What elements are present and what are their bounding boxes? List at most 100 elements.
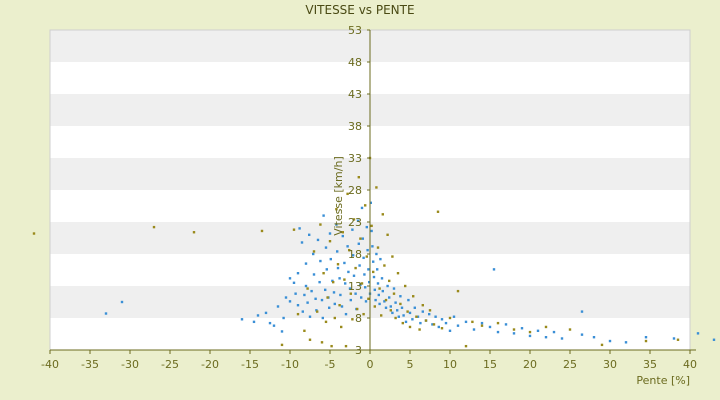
data-point xyxy=(252,320,256,324)
data-point xyxy=(292,228,296,231)
data-point xyxy=(192,231,196,234)
data-point xyxy=(316,310,319,313)
x-tick-label: -25 xyxy=(161,358,179,371)
data-point xyxy=(560,337,564,340)
data-point xyxy=(324,246,328,249)
data-point xyxy=(360,282,364,285)
data-point xyxy=(408,325,412,329)
data-point xyxy=(472,328,476,331)
data-point xyxy=(368,280,371,284)
data-point xyxy=(344,282,347,285)
data-point xyxy=(580,333,584,336)
x-tick-label: -20 xyxy=(201,358,219,371)
data-point xyxy=(380,314,383,317)
data-point xyxy=(284,296,288,299)
data-point xyxy=(512,332,516,335)
data-point xyxy=(375,186,378,189)
data-point xyxy=(332,280,335,284)
data-point xyxy=(364,204,367,207)
data-point xyxy=(496,321,500,325)
y-tick-label: 33 xyxy=(348,152,362,165)
data-point xyxy=(328,232,332,235)
data-point xyxy=(375,252,378,256)
data-point xyxy=(600,343,604,347)
data-point xyxy=(416,315,420,318)
data-point xyxy=(352,254,355,257)
data-point xyxy=(372,275,376,279)
data-point xyxy=(365,255,368,258)
data-point xyxy=(356,307,359,311)
data-point xyxy=(268,321,272,325)
data-point xyxy=(411,318,414,321)
data-point xyxy=(356,219,360,222)
data-point xyxy=(418,328,421,331)
x-tick-label: 15 xyxy=(483,358,497,371)
data-point xyxy=(381,289,384,293)
data-point xyxy=(528,330,532,334)
data-point xyxy=(306,287,309,290)
data-point xyxy=(333,316,336,320)
data-point xyxy=(488,325,492,329)
data-point xyxy=(272,324,276,327)
data-point xyxy=(391,311,394,315)
data-point xyxy=(394,316,397,320)
data-point xyxy=(304,262,308,265)
data-point xyxy=(377,293,380,297)
data-point xyxy=(378,287,381,290)
data-point xyxy=(480,321,484,325)
x-tick-label: 20 xyxy=(523,358,537,371)
data-point xyxy=(471,320,474,324)
data-point xyxy=(412,295,415,298)
data-point xyxy=(288,300,292,303)
data-point xyxy=(308,315,312,318)
data-point xyxy=(341,234,344,238)
data-point xyxy=(296,312,300,316)
data-point xyxy=(391,255,394,258)
y-tick-label: 18 xyxy=(348,248,362,261)
data-point xyxy=(351,318,354,321)
data-point xyxy=(431,323,434,326)
data-point xyxy=(367,297,370,300)
data-point xyxy=(392,287,396,290)
data-point xyxy=(312,273,316,276)
data-point xyxy=(592,336,596,339)
data-point xyxy=(383,300,386,303)
data-point xyxy=(456,289,460,293)
data-point xyxy=(452,315,456,318)
data-point xyxy=(370,229,373,233)
data-point xyxy=(407,298,410,302)
series-a-points xyxy=(104,201,716,344)
data-point xyxy=(346,245,349,248)
data-point xyxy=(544,336,548,339)
y-tick-label: 13 xyxy=(348,280,362,293)
data-point xyxy=(280,330,284,333)
data-point xyxy=(401,321,404,325)
axes xyxy=(49,29,696,354)
data-point xyxy=(432,323,436,326)
data-point xyxy=(347,270,350,274)
data-point xyxy=(312,250,316,253)
x-tick-label: 10 xyxy=(443,358,457,371)
data-point xyxy=(380,277,384,280)
data-point xyxy=(536,329,540,332)
y-tick-label: 28 xyxy=(348,184,362,197)
data-point xyxy=(394,301,397,304)
data-point xyxy=(361,237,364,240)
data-point xyxy=(456,324,460,327)
data-point xyxy=(444,321,448,325)
data-point xyxy=(352,274,356,277)
data-point xyxy=(389,309,392,312)
data-point xyxy=(504,323,508,326)
data-point xyxy=(552,330,556,334)
data-point xyxy=(359,283,362,286)
data-point xyxy=(480,324,484,327)
x-tick-label: 40 xyxy=(683,358,697,371)
data-point xyxy=(386,284,389,288)
data-point xyxy=(360,206,364,210)
data-point xyxy=(338,277,341,280)
y-tick-labels: 53 48 43 38 33 28 23 18 13 8 3 xyxy=(348,24,362,357)
data-point xyxy=(440,327,444,330)
data-point xyxy=(397,315,400,318)
data-point xyxy=(332,291,336,294)
data-point xyxy=(408,311,412,315)
